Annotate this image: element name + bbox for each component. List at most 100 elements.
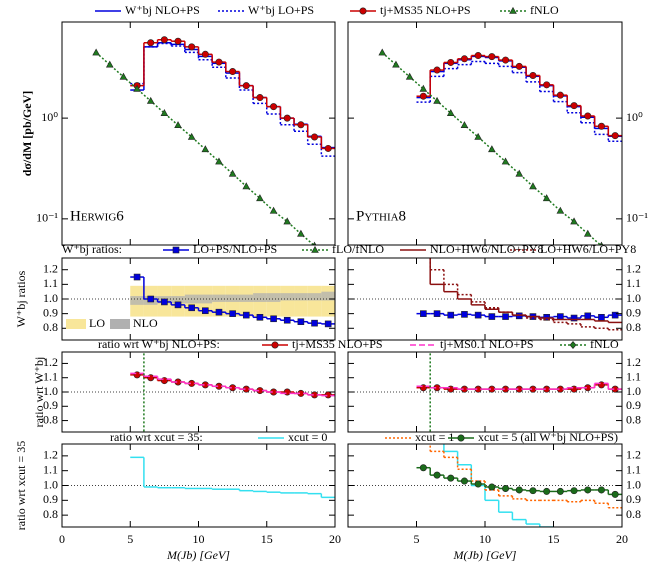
panel-label: Herwig6 — [70, 208, 124, 224]
marker — [474, 132, 482, 140]
marker — [174, 121, 182, 129]
marker — [447, 385, 455, 393]
marker — [133, 371, 141, 379]
y-tick-label: 1.0 — [43, 477, 58, 491]
marker — [188, 43, 196, 51]
legend-label: LO+HW6/LO+PY8 — [540, 242, 636, 256]
legend-label: tj+MS0.1 NLO+PS — [440, 337, 534, 351]
marker — [283, 388, 291, 396]
marker — [584, 486, 592, 494]
y-tick-label: 1.1 — [626, 369, 641, 383]
marker — [283, 316, 291, 324]
x-axis-label: M(Jb) [GeV] — [453, 548, 517, 562]
x-tick-label: 20 — [329, 532, 341, 546]
y-tick-label: 0.8 — [626, 412, 641, 426]
band — [225, 294, 240, 302]
band — [307, 293, 322, 301]
legend-label: fLO/fNLO — [332, 242, 384, 256]
marker — [447, 58, 455, 66]
band — [212, 294, 226, 302]
marker — [215, 157, 223, 165]
marker — [501, 157, 510, 165]
marker — [488, 483, 496, 491]
marker — [229, 310, 236, 317]
y-tick-label: 0.9 — [43, 492, 58, 506]
y-tick-label: 1.0 — [626, 384, 641, 398]
marker — [146, 96, 155, 104]
marker — [420, 310, 427, 317]
marker — [256, 94, 264, 102]
marker — [433, 471, 441, 479]
marker — [433, 310, 441, 317]
marker — [584, 312, 592, 320]
marker — [201, 50, 209, 58]
marker — [297, 318, 305, 325]
marker — [229, 68, 237, 76]
marker — [392, 60, 400, 68]
marker — [569, 341, 577, 349]
marker — [509, 6, 517, 14]
y-tick-label: 1.2 — [43, 261, 58, 275]
band — [198, 294, 213, 304]
marker — [460, 477, 468, 485]
marker — [474, 480, 482, 488]
marker — [312, 241, 317, 245]
marker — [488, 313, 496, 320]
marker — [228, 169, 237, 177]
marker — [174, 37, 182, 45]
x-tick-label: 10 — [193, 532, 205, 546]
y-tick-label: 0.8 — [626, 507, 641, 521]
marker — [570, 487, 578, 495]
marker — [119, 72, 128, 80]
x-tick-label: 10 — [479, 532, 491, 546]
marker — [311, 133, 319, 141]
legend-label: NLO — [133, 316, 158, 330]
y-tick-label: 1.2 — [626, 261, 641, 275]
panel-label: Pythia8 — [356, 208, 406, 224]
marker — [433, 96, 441, 104]
y-tick-label: 1.2 — [43, 355, 58, 369]
marker — [419, 84, 428, 92]
legend-label: tj+MS35 NLO+PS — [292, 337, 383, 351]
marker — [474, 311, 482, 319]
marker — [419, 92, 427, 100]
panel-frame — [347, 351, 623, 433]
marker — [311, 319, 318, 327]
band — [294, 285, 308, 317]
marker — [174, 301, 182, 309]
marker — [457, 434, 465, 442]
marker — [556, 206, 565, 214]
marker — [502, 56, 510, 64]
y-tick-label: 1.0 — [43, 384, 58, 398]
legend-title: ratio wrt xcut = 35: — [110, 430, 203, 444]
marker — [297, 229, 305, 237]
marker — [529, 487, 537, 495]
marker — [515, 486, 523, 494]
marker — [270, 103, 278, 111]
marker — [283, 217, 292, 225]
marker — [133, 84, 141, 92]
marker — [271, 341, 279, 349]
marker — [556, 487, 564, 495]
y-tick-label: 1.1 — [43, 369, 58, 383]
marker — [542, 194, 551, 202]
marker — [378, 48, 387, 56]
legend-title: ratio wrt W⁺bj NLO+PS: — [98, 337, 220, 351]
y-tick-label: 1.1 — [626, 276, 641, 290]
band — [280, 285, 295, 317]
x-tick-label: 20 — [616, 532, 628, 546]
marker — [515, 169, 524, 177]
marker — [256, 194, 264, 202]
marker — [502, 484, 510, 492]
marker — [446, 109, 455, 116]
y-tick-label: 1.2 — [626, 355, 641, 369]
y-tick-label: 1.0 — [626, 477, 641, 491]
y-tick-label: 10⁰ — [41, 110, 58, 124]
band — [321, 285, 335, 317]
marker — [147, 39, 155, 47]
marker — [433, 66, 441, 74]
x-tick-label: 5 — [127, 532, 133, 546]
band — [294, 293, 308, 301]
y-axis-label: dσ/dM [pb/GeV] — [20, 91, 34, 177]
